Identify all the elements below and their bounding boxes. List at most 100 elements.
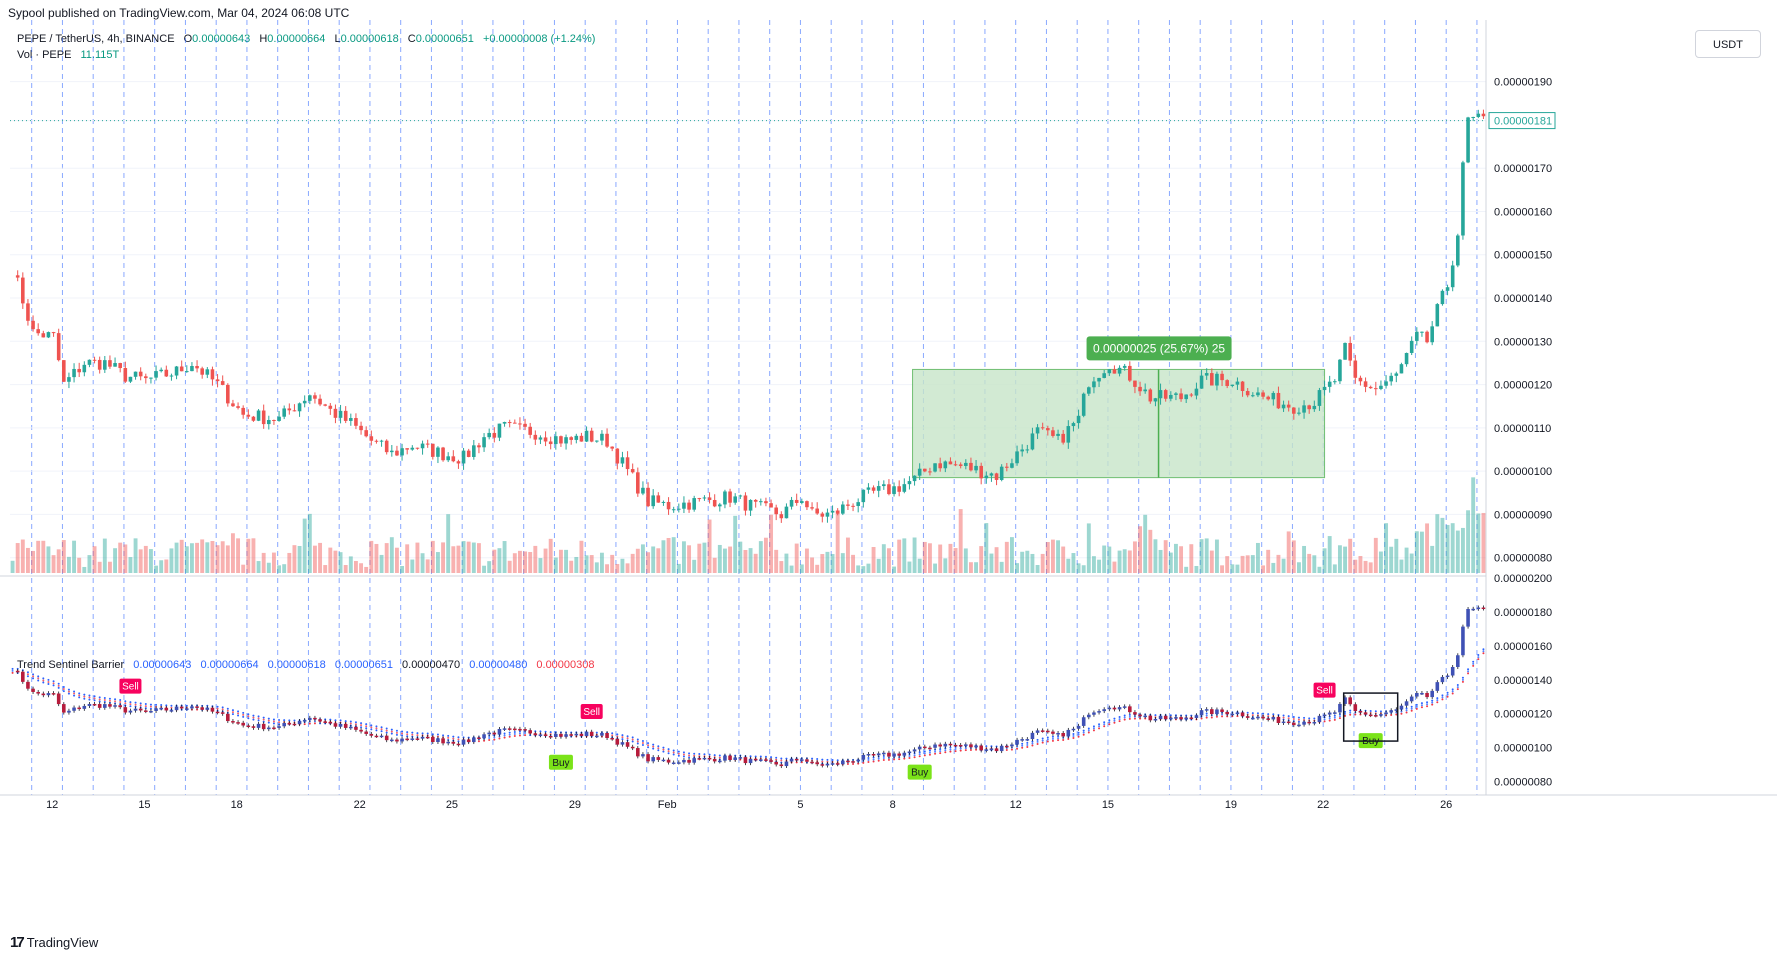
candle-body <box>1440 290 1445 305</box>
volume-bar <box>359 563 364 573</box>
candle-body <box>113 363 117 367</box>
candle-body <box>1128 365 1132 381</box>
indicator-candle <box>656 757 661 760</box>
barrier-dot-mid <box>1282 716 1285 719</box>
candle-body <box>815 508 819 514</box>
indicator-candle <box>313 717 317 720</box>
barrier-dot-lower <box>11 671 14 674</box>
candle-body <box>1138 386 1142 392</box>
barrier-dot-upper <box>139 702 142 705</box>
indicator-candle <box>482 734 486 739</box>
candle-body <box>1384 381 1388 386</box>
indicator-candle <box>743 757 748 764</box>
volume-bar <box>1102 545 1107 573</box>
candle-body <box>1450 265 1455 288</box>
barrier-dot-upper <box>231 709 234 712</box>
barrier-dot-lower <box>395 733 398 736</box>
barrier-dot-upper <box>816 758 819 761</box>
barrier-dot-lower <box>923 754 926 757</box>
candle-body <box>1399 364 1404 374</box>
candle-body <box>1092 381 1096 388</box>
volume-label[interactable]: Vol · PEPE <box>17 49 72 61</box>
candle-body <box>21 277 25 304</box>
barrier-dot-mid <box>98 698 101 701</box>
candle-body <box>825 512 830 517</box>
candle-body <box>77 368 81 373</box>
indicator-candle <box>1138 714 1142 717</box>
indicator-candle <box>1158 715 1163 720</box>
volume-bar <box>215 545 220 573</box>
indicator-candle <box>861 754 866 760</box>
indicator-candle <box>702 757 707 760</box>
candle-body <box>154 371 158 378</box>
candle-body <box>441 447 445 461</box>
volume-bar <box>1476 513 1481 573</box>
barrier-dot-mid <box>503 734 506 737</box>
indicator-candle <box>718 760 722 763</box>
candle-body <box>933 463 937 472</box>
indicator-candle <box>1230 713 1235 716</box>
candle-body <box>820 513 825 517</box>
barrier-dot-mid <box>652 745 655 748</box>
tradingview-logo[interactable]: 17 TradingView <box>10 934 98 951</box>
indicator-candle <box>712 758 717 762</box>
barrier-dot-lower <box>647 746 650 749</box>
volume-bar <box>1086 523 1091 573</box>
barrier-dot-upper <box>1205 712 1208 715</box>
volume-bar <box>435 552 440 573</box>
barrier-dot-mid <box>1123 716 1126 719</box>
barrier-dot-mid <box>1328 717 1331 720</box>
volume-bar <box>1353 559 1358 573</box>
candle-body <box>374 440 379 442</box>
volume-bar <box>681 541 686 573</box>
barrier-dot-lower <box>518 734 521 737</box>
barrier-dot-lower <box>1338 717 1341 720</box>
indicator-candle <box>953 744 958 747</box>
candle-body <box>533 434 538 440</box>
barrier-dot-mid <box>616 735 619 738</box>
indicator-name[interactable]: Trend Sentinel Barrier <box>17 659 125 671</box>
indicator-candle <box>410 738 415 740</box>
barrier-dot-mid <box>452 737 455 740</box>
barrier-dot-upper <box>1467 668 1470 671</box>
volume-bar <box>1230 564 1235 573</box>
barrier-dot-lower <box>1144 717 1147 720</box>
chart-canvas[interactable]: 0.00000025 (25.67%) 25 Sell Sell Buy Buy Sel… <box>0 0 1777 930</box>
barrier-dot-upper <box>759 755 762 758</box>
volume-bar <box>205 542 210 573</box>
barrier-dot-lower <box>272 722 275 725</box>
volume-bar <box>886 548 891 573</box>
volume-bar <box>984 523 989 573</box>
candle-body <box>390 450 394 453</box>
indicator-candle <box>77 707 81 710</box>
barrier-dot-mid <box>47 680 50 683</box>
barrier-dot-upper <box>354 721 357 724</box>
barrier-dot-upper <box>1344 710 1347 713</box>
candle-body <box>1081 393 1086 416</box>
barrier-dot-upper <box>98 696 101 699</box>
barrier-dot-upper <box>11 667 14 670</box>
volume-bar <box>87 555 92 573</box>
symbol-name[interactable]: PEPE / TetherUS, 4h, BINANCE <box>17 33 175 45</box>
indicator-tick-label: 0.00000080 <box>1494 777 1552 789</box>
indicator-candle <box>707 757 712 760</box>
indicator-candle <box>753 758 758 761</box>
candle-body <box>318 398 322 405</box>
barrier-dot-lower <box>1472 664 1475 667</box>
indicator-value-6: 0.00000480 <box>469 659 528 671</box>
candle-body <box>1276 392 1281 409</box>
range-label: 0.00000025 (25.67%) 25 <box>1093 341 1225 355</box>
currency-button[interactable]: USDT <box>1695 30 1761 58</box>
barrier-dot-mid <box>1118 718 1121 721</box>
barrier-dot-lower <box>1436 701 1439 704</box>
volume-bar <box>297 545 302 573</box>
indicator-candle <box>133 708 138 711</box>
indicator-candle <box>1087 714 1091 718</box>
indicator-value-7: 0.00000308 <box>536 659 595 671</box>
barrier-dot-mid <box>518 732 521 735</box>
candle-body <box>1230 384 1235 386</box>
barrier-dot-lower <box>52 684 55 687</box>
barrier-dot-upper <box>636 738 639 741</box>
barrier-dot-upper <box>1461 676 1464 679</box>
barrier-dot-lower <box>1036 742 1039 745</box>
